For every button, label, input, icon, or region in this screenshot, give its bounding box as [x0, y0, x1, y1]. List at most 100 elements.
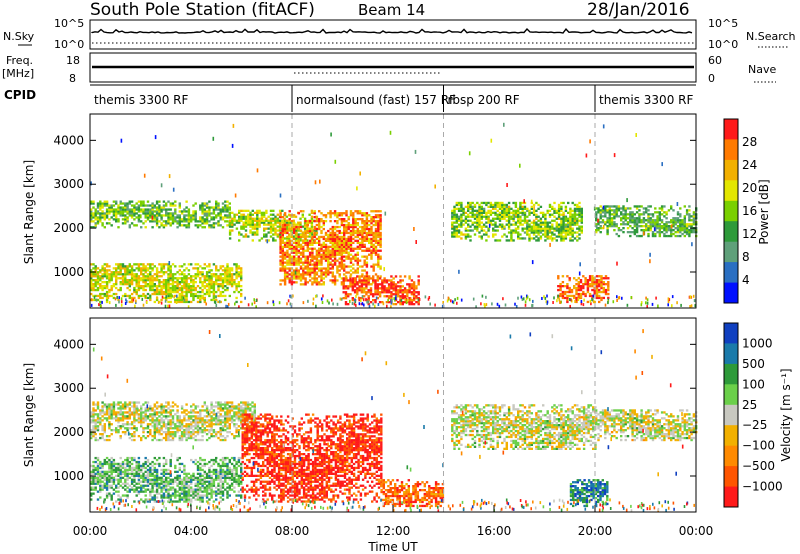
echo-cell — [327, 235, 330, 239]
echo-cell — [158, 271, 161, 274]
echo-cell — [253, 217, 257, 220]
echo-cell — [564, 225, 568, 228]
echo-cell — [119, 277, 122, 280]
echo-cell — [553, 219, 556, 222]
noise-cell — [124, 302, 127, 305]
echo-cell — [569, 239, 572, 242]
echo-cell — [573, 286, 576, 290]
echo-cell — [595, 223, 598, 226]
echo-cell — [595, 283, 599, 286]
noise-cell — [215, 304, 218, 307]
echo-cell — [573, 277, 576, 280]
echo-cell — [153, 273, 156, 276]
echo-cell — [368, 214, 371, 217]
echo-cell — [265, 235, 268, 238]
echo-cell — [324, 271, 328, 274]
echo-cell — [99, 212, 102, 215]
echo-cell — [130, 279, 134, 282]
echo-cell — [571, 213, 574, 216]
echo-cell — [457, 219, 461, 222]
echo-cell — [333, 233, 337, 237]
echo-cell — [363, 237, 366, 241]
echo-cell — [370, 251, 373, 254]
echo-cell — [208, 288, 211, 292]
echo-cell — [683, 229, 686, 232]
colorbar-tick-label: 16 — [742, 204, 757, 218]
echo-cell — [383, 291, 386, 294]
noise-cell — [115, 303, 117, 307]
echo-cell — [535, 215, 538, 218]
echo-cell — [205, 277, 209, 280]
echo-cell — [285, 219, 289, 222]
echo-cell — [347, 287, 350, 290]
echo-cell — [333, 237, 337, 241]
echo-cell — [352, 214, 355, 217]
echo-cell — [103, 411, 106, 414]
echo-cell — [557, 233, 561, 236]
echo-cell — [557, 215, 561, 218]
noise-cell — [173, 295, 175, 299]
echo-cell — [105, 286, 109, 290]
echo-cell — [103, 286, 106, 290]
echo-cell — [230, 267, 234, 270]
noise-cell — [377, 303, 380, 306]
echo-cell — [578, 219, 581, 222]
echo-cell — [615, 215, 618, 218]
echo-cell — [180, 290, 184, 294]
echo-cell — [160, 411, 163, 414]
echo-cell — [105, 269, 109, 272]
echo-cell — [327, 271, 330, 274]
echo-cell — [288, 227, 291, 231]
echo-cell — [320, 269, 323, 272]
station-title: South Pole Station (fitACF) — [90, 0, 315, 20]
echo-cell — [249, 213, 252, 216]
echo-cell — [160, 271, 163, 274]
echo-cell — [571, 217, 574, 220]
echo-cell — [600, 279, 603, 282]
echo-cell — [537, 237, 540, 240]
echo-cell — [224, 216, 227, 219]
echo-cell — [276, 229, 279, 232]
echo-cell — [201, 267, 204, 270]
echo-cell — [183, 208, 186, 211]
echo-cell — [406, 295, 409, 298]
echo-cell — [217, 294, 220, 298]
echo-cell — [286, 273, 289, 276]
echo-cell — [613, 229, 616, 232]
echo-cell — [117, 273, 120, 276]
echo-cell — [579, 288, 583, 292]
echo-cell — [279, 267, 282, 270]
echo-cell — [201, 204, 204, 207]
echo-cell — [473, 233, 477, 236]
echo-cell — [133, 277, 136, 280]
noise-cell — [405, 301, 408, 305]
echo-cell — [121, 403, 125, 406]
echo-cell — [562, 215, 565, 218]
echo-cell — [133, 438, 136, 442]
echo-cell — [274, 231, 277, 234]
echo-cell — [315, 218, 319, 221]
echo-cell — [595, 286, 599, 290]
echo-cell — [199, 220, 202, 223]
echo-cell — [528, 219, 531, 222]
echo-cell — [597, 227, 600, 230]
echo-cell — [593, 281, 596, 284]
echo-cell — [121, 279, 125, 282]
echo-cell — [507, 225, 511, 228]
echo-cell — [617, 209, 621, 212]
echo-cell — [96, 425, 100, 428]
noise-cell — [468, 151, 471, 156]
echo-cell — [303, 227, 307, 230]
echo-cell — [537, 239, 540, 242]
echo-cell — [158, 220, 161, 223]
echo-cell — [546, 223, 549, 226]
echo-cell — [292, 219, 295, 222]
power-colorbar-label: Power [dB] — [757, 179, 771, 244]
echo-cell — [570, 290, 574, 294]
echo-cell — [338, 253, 341, 256]
echo-cell — [492, 203, 495, 207]
echo-cell — [205, 222, 209, 225]
echo-cell — [331, 255, 334, 258]
echo-cell — [602, 281, 605, 284]
echo-cell — [600, 285, 603, 288]
